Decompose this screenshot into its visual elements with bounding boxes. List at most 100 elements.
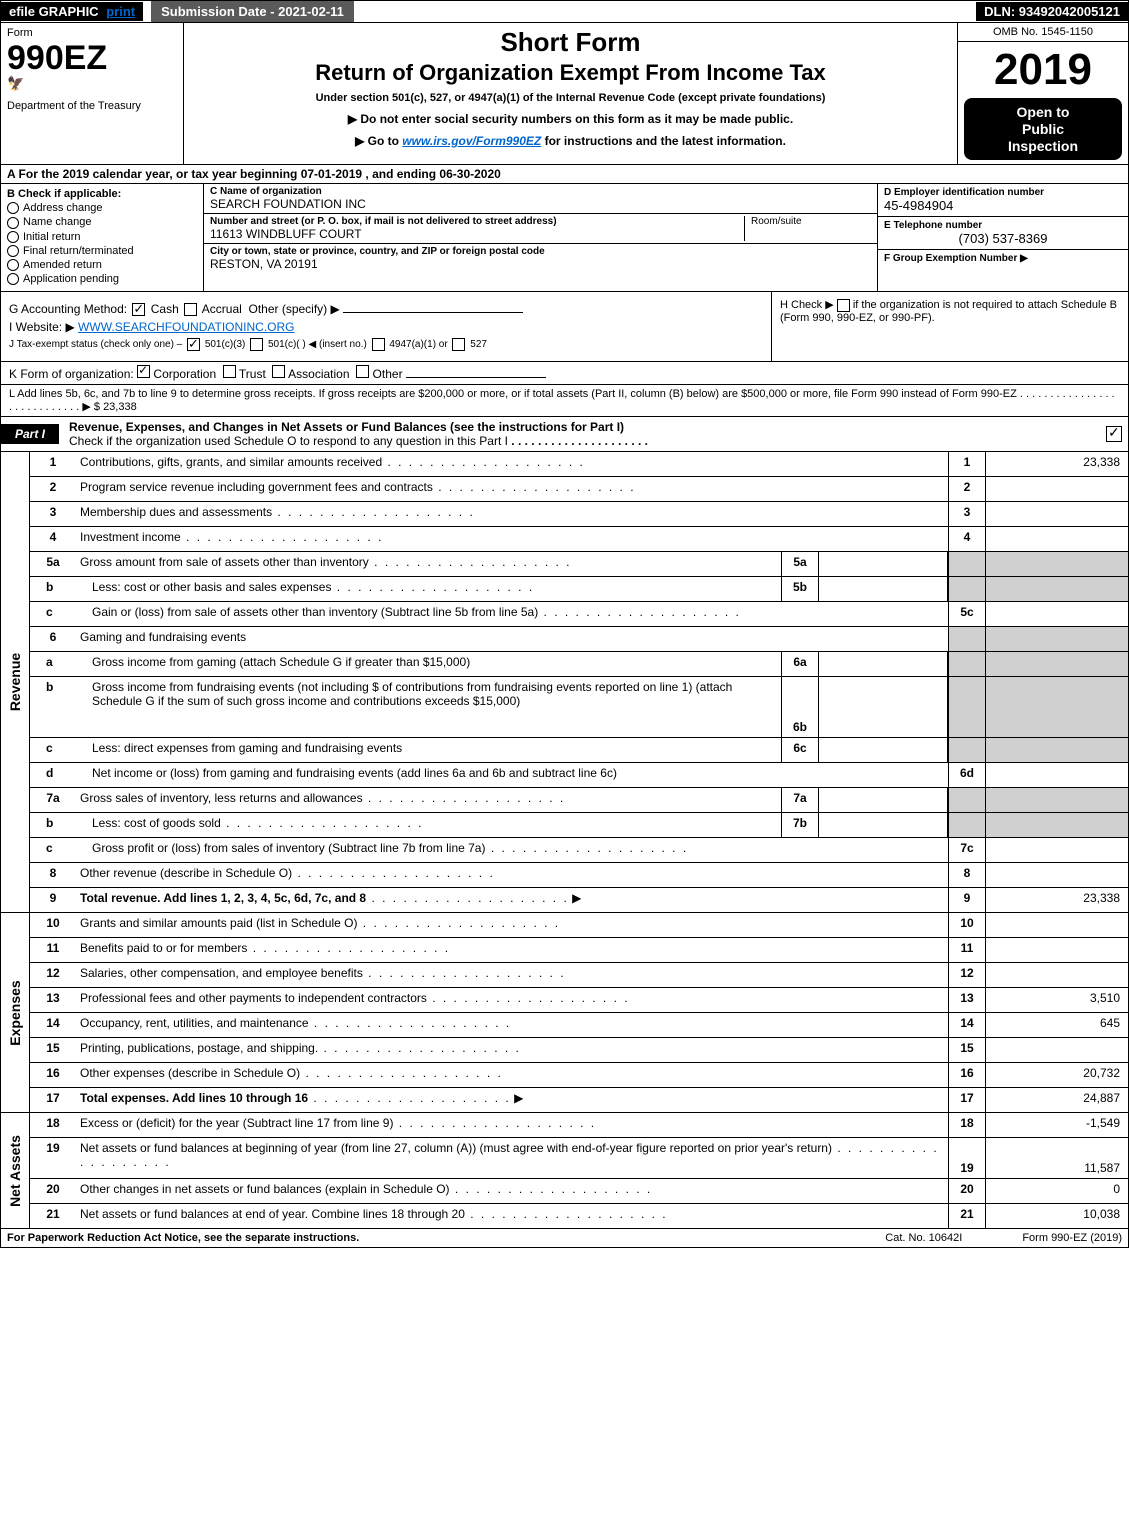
line-15: 15 Printing, publications, postage, and …: [30, 1038, 1128, 1063]
form-header: Form 990EZ 🦅 Department of the Treasury …: [1, 23, 1128, 165]
footer-paperwork-notice: For Paperwork Reduction Act Notice, see …: [7, 1232, 885, 1244]
tax-year: 2019: [958, 42, 1128, 94]
line-15-value: [985, 1038, 1128, 1062]
form-word: Form: [7, 27, 177, 39]
line-10: 10 Grants and similar amounts paid (list…: [30, 913, 1128, 938]
line-11: 11 Benefits paid to or for members 11: [30, 938, 1128, 963]
tax-exempt-status-row: J Tax-exempt status (check only one) – 5…: [9, 338, 763, 351]
line-12-value: [985, 963, 1128, 987]
line-4: 4 Investment income 4: [30, 527, 1128, 552]
website-link[interactable]: WWW.SEARCHFOUNDATIONINC.ORG: [78, 320, 294, 334]
gross-receipts-value: 23,338: [103, 401, 137, 413]
omb-number: OMB No. 1545-1150: [958, 23, 1128, 42]
line-5a: 5a Gross amount from sale of assets othe…: [30, 552, 1128, 577]
group-exemption-cell: F Group Exemption Number ▶: [878, 250, 1128, 267]
expenses-section: Expenses 10 Grants and similar amounts p…: [1, 913, 1128, 1113]
check-other-org[interactable]: [356, 365, 369, 378]
form-990ez-page: efile GRAPHIC print Submission Date - 20…: [0, 0, 1129, 1248]
revenue-section: Revenue 1 Contributions, gifts, grants, …: [1, 452, 1128, 913]
part-1-title: Revenue, Expenses, and Changes in Net As…: [69, 417, 1106, 451]
line-8: 8 Other revenue (describe in Schedule O)…: [30, 863, 1128, 888]
line-17: 17 Total expenses. Add lines 10 through …: [30, 1088, 1128, 1112]
check-address-change[interactable]: Address change: [7, 202, 197, 214]
line-11-value: [985, 938, 1128, 962]
check-trust[interactable]: [223, 365, 236, 378]
header-left: Form 990EZ 🦅 Department of the Treasury: [1, 23, 184, 164]
check-schedule-o[interactable]: [1106, 426, 1122, 442]
check-cash[interactable]: [132, 303, 145, 316]
check-527[interactable]: [452, 338, 465, 351]
line-14-value: 645: [985, 1013, 1128, 1037]
line-8-value: [985, 863, 1128, 887]
efile-graphic-label: efile GRAPHIC print: [1, 2, 143, 21]
check-amended-return[interactable]: Amended return: [7, 259, 197, 271]
column-d-identifiers: D Employer identification number 45-4984…: [877, 184, 1128, 291]
page-footer: For Paperwork Reduction Act Notice, see …: [1, 1229, 1128, 1247]
col-b-title: B Check if applicable:: [7, 188, 197, 200]
column-b-checkboxes: B Check if applicable: Address change Na…: [1, 184, 204, 291]
header-right: OMB No. 1545-1150 2019 Open to Public In…: [957, 23, 1128, 164]
check-name-change[interactable]: Name change: [7, 216, 197, 228]
line-18: 18 Excess or (deficit) for the year (Sub…: [30, 1113, 1128, 1138]
expenses-tab: Expenses: [1, 913, 30, 1112]
footer-cat-no: Cat. No. 10642I: [885, 1232, 962, 1244]
line-4-value: [985, 527, 1128, 551]
line-7a-value: [819, 788, 948, 812]
section-ghij: G Accounting Method: Cash Accrual Other …: [1, 292, 1128, 362]
section-bcd: B Check if applicable: Address change Na…: [1, 184, 1128, 292]
org-name-value: SEARCH FOUNDATION INC: [210, 197, 871, 211]
check-final-return[interactable]: Final return/terminated: [7, 245, 197, 257]
line-13: 13 Professional fees and other payments …: [30, 988, 1128, 1013]
line-6c: c Less: direct expenses from gaming and …: [30, 738, 1128, 763]
net-assets-section: Net Assets 18 Excess or (deficit) for th…: [1, 1113, 1128, 1229]
line-2: 2 Program service revenue including gove…: [30, 477, 1128, 502]
line-6: 6 Gaming and fundraising events: [30, 627, 1128, 652]
dln-label: DLN: 93492042005121: [976, 2, 1128, 21]
line-9-value: 23,338: [985, 888, 1128, 912]
line-6c-value: [819, 738, 948, 762]
footer-form-ref: Form 990-EZ (2019): [1022, 1232, 1122, 1244]
street-value: 11613 WINDBLUFF COURT: [210, 227, 738, 241]
line-5c: c Gain or (loss) from sale of assets oth…: [30, 602, 1128, 627]
line-5a-value: [819, 552, 948, 576]
open-to-public-badge: Open to Public Inspection: [964, 98, 1122, 160]
city-value: RESTON, VA 20191: [210, 257, 871, 271]
website-row: I Website: ▶ WWW.SEARCHFOUNDATIONINC.ORG: [9, 320, 763, 334]
line-12: 12 Salaries, other compensation, and emp…: [30, 963, 1128, 988]
line-21-value: 10,038: [985, 1204, 1128, 1228]
city-cell: City or town, state or province, country…: [204, 244, 877, 273]
line-18-value: -1,549: [985, 1113, 1128, 1137]
line-6a: a Gross income from gaming (attach Sched…: [30, 652, 1128, 677]
submission-date-label: Submission Date - 2021-02-11: [151, 1, 354, 22]
instruction-1: ▶ Do not enter social security numbers o…: [194, 112, 947, 126]
line-20-value: 0: [985, 1179, 1128, 1203]
check-accrual[interactable]: [184, 303, 197, 316]
check-application-pending[interactable]: Application pending: [7, 273, 197, 285]
line-5b: b Less: cost or other basis and sales ex…: [30, 577, 1128, 602]
line-17-value: 24,887: [985, 1088, 1128, 1112]
line-3-value: [985, 502, 1128, 526]
line-6a-value: [819, 652, 948, 676]
part-1-tab: Part I: [1, 424, 59, 444]
check-501c[interactable]: [250, 338, 263, 351]
check-4947[interactable]: [372, 338, 385, 351]
row-a-tax-year: A For the 2019 calendar year, or tax yea…: [1, 165, 1128, 184]
line-7c: c Gross profit or (loss) from sales of i…: [30, 838, 1128, 863]
header-center: Short Form Return of Organization Exempt…: [184, 23, 957, 164]
line-1: 1 Contributions, gifts, grants, and simi…: [30, 452, 1128, 477]
org-name-cell: C Name of organization SEARCH FOUNDATION…: [204, 184, 877, 214]
column-c-org-info: C Name of organization SEARCH FOUNDATION…: [204, 184, 877, 291]
check-initial-return[interactable]: Initial return: [7, 231, 197, 243]
check-corporation[interactable]: ✓: [137, 365, 150, 378]
print-link[interactable]: print: [106, 4, 135, 19]
department-label: Department of the Treasury: [7, 100, 177, 112]
check-association[interactable]: [272, 365, 285, 378]
line-10-value: [985, 913, 1128, 937]
check-501c3[interactable]: [187, 338, 200, 351]
check-schedule-b[interactable]: [837, 299, 850, 312]
line-14: 14 Occupancy, rent, utilities, and maint…: [30, 1013, 1128, 1038]
line-1-value: 23,338: [985, 452, 1128, 476]
irs-link[interactable]: www.irs.gov/Form990EZ: [402, 134, 541, 148]
top-bar: efile GRAPHIC print Submission Date - 20…: [1, 1, 1128, 23]
line-3: 3 Membership dues and assessments 3: [30, 502, 1128, 527]
